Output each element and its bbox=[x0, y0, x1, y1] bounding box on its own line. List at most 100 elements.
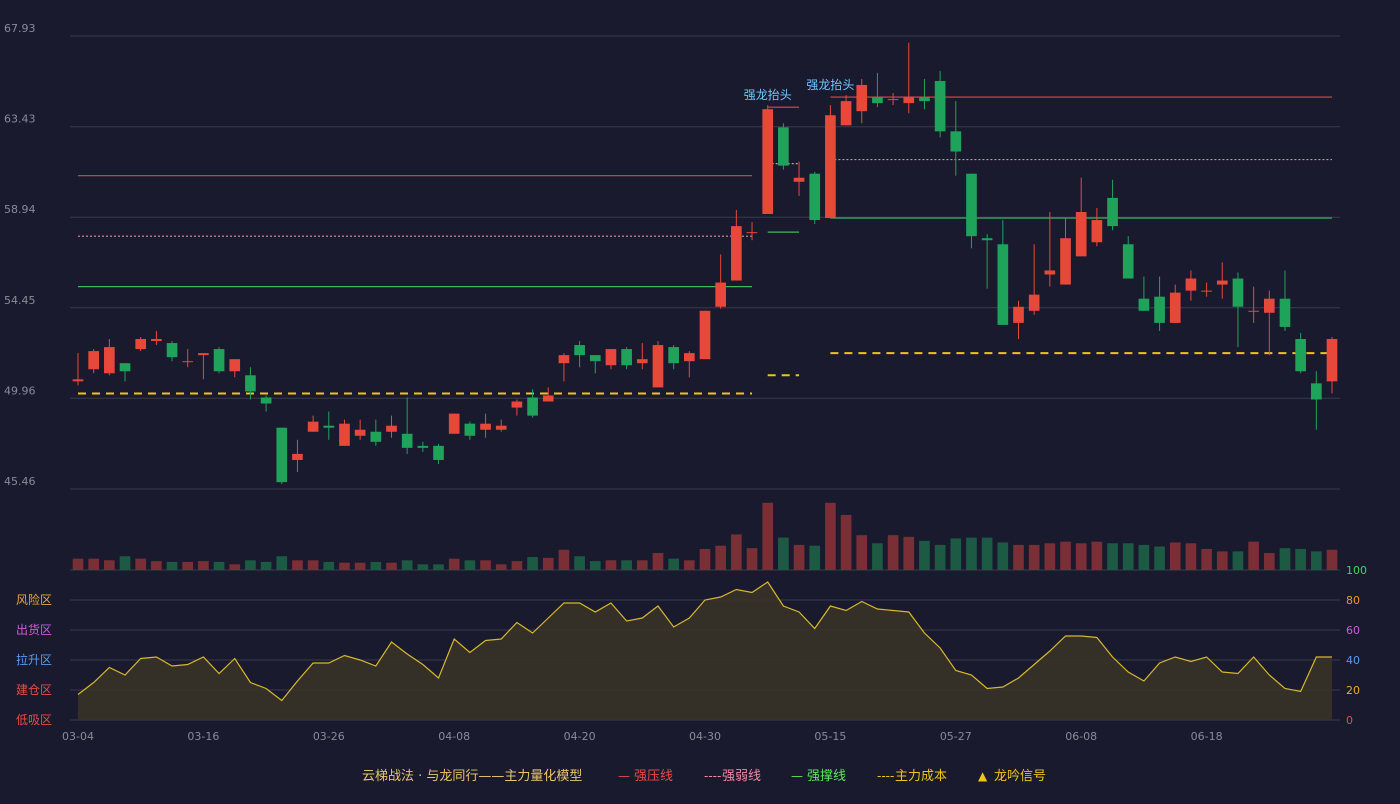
candle bbox=[276, 427, 288, 485]
oscillator-tick-label: 80 bbox=[1346, 594, 1360, 607]
volume-bar bbox=[511, 561, 523, 570]
candle bbox=[354, 419, 366, 440]
candle-body bbox=[495, 425, 507, 430]
volume-bar bbox=[401, 560, 413, 570]
candle bbox=[950, 101, 962, 176]
candle-body bbox=[636, 359, 648, 364]
candle-body bbox=[919, 97, 930, 102]
legend-symbol: ▲ bbox=[978, 769, 988, 783]
candle bbox=[370, 419, 382, 446]
candle bbox=[919, 78, 930, 110]
candle-body bbox=[276, 427, 288, 483]
candle-body bbox=[1107, 197, 1118, 227]
candle bbox=[1028, 244, 1040, 315]
volume-bar bbox=[1310, 551, 1322, 570]
candle-body bbox=[715, 282, 727, 307]
volume-bar bbox=[480, 560, 491, 570]
candle bbox=[448, 413, 460, 434]
volume-bar bbox=[934, 544, 946, 570]
candle-body bbox=[542, 395, 554, 402]
volume-bar bbox=[260, 561, 272, 570]
candle-body bbox=[229, 359, 241, 372]
candle bbox=[401, 397, 413, 454]
volume-bar bbox=[1107, 543, 1118, 570]
candle bbox=[433, 443, 444, 465]
volume-bar bbox=[542, 557, 554, 570]
candle bbox=[1295, 332, 1306, 374]
volume-bar bbox=[104, 560, 115, 570]
candle-body bbox=[307, 421, 319, 432]
volume-bar bbox=[793, 544, 805, 570]
candle-body bbox=[1263, 298, 1275, 313]
candle-body bbox=[1138, 298, 1150, 311]
volume-bar bbox=[903, 536, 915, 570]
volume-bar bbox=[495, 564, 507, 570]
price-tick-label: 58.94 bbox=[4, 203, 36, 216]
legend-item-label: 强压线 bbox=[634, 769, 673, 784]
candle bbox=[1201, 282, 1212, 297]
legend-symbol: ---- bbox=[877, 769, 894, 783]
volume-bar bbox=[872, 543, 883, 570]
candle-body bbox=[1248, 310, 1259, 312]
oscillator-tick-label: 100 bbox=[1346, 564, 1367, 577]
volume-bar bbox=[1263, 552, 1275, 570]
oscillator-area bbox=[78, 582, 1332, 720]
candle bbox=[809, 171, 821, 225]
candle-body bbox=[1028, 294, 1040, 311]
volume-bar bbox=[1075, 543, 1087, 570]
date-tick-label: 05-15 bbox=[814, 730, 846, 743]
volume-bar bbox=[166, 561, 178, 570]
candle bbox=[840, 95, 852, 126]
candle-body bbox=[88, 351, 100, 370]
candle-body bbox=[182, 361, 194, 363]
volume-bar bbox=[198, 561, 209, 570]
candle-body bbox=[370, 431, 382, 442]
candle bbox=[1013, 300, 1024, 340]
candle-body bbox=[1044, 270, 1056, 275]
candle-body bbox=[433, 445, 444, 460]
volume-bar bbox=[307, 560, 319, 570]
candle-body bbox=[1185, 278, 1197, 291]
candle-body bbox=[1075, 211, 1087, 257]
candle bbox=[1122, 236, 1134, 279]
volume-bar bbox=[88, 558, 100, 570]
price-tick-label: 63.43 bbox=[4, 113, 36, 126]
volume-bar bbox=[966, 537, 977, 570]
volume-bar bbox=[1091, 541, 1103, 570]
candle-body bbox=[166, 343, 178, 358]
volume-bar bbox=[386, 562, 397, 570]
oscillator-tick-label: 20 bbox=[1346, 684, 1360, 697]
candle-body bbox=[1060, 238, 1071, 285]
candle bbox=[72, 353, 84, 386]
date-tick-label: 04-20 bbox=[564, 730, 596, 743]
volume-bar bbox=[1169, 542, 1181, 570]
candle-body bbox=[699, 310, 711, 360]
volume-bar bbox=[464, 560, 476, 570]
candle bbox=[981, 234, 993, 289]
level-lines bbox=[78, 96, 1332, 395]
candle-body bbox=[323, 425, 335, 428]
zone-label: 风险区 bbox=[16, 592, 52, 607]
candle-body bbox=[527, 397, 538, 416]
candle bbox=[589, 355, 601, 374]
volume-bar bbox=[1013, 544, 1024, 570]
candle bbox=[198, 353, 209, 380]
volume-bar bbox=[1028, 544, 1040, 570]
candle bbox=[1060, 218, 1071, 285]
candle-body bbox=[1326, 339, 1338, 382]
candle-body bbox=[872, 97, 883, 104]
candle bbox=[621, 347, 632, 370]
volume-bar bbox=[558, 549, 570, 570]
candle-body bbox=[1295, 339, 1306, 372]
candle bbox=[511, 399, 523, 416]
candle-body bbox=[950, 131, 962, 152]
volume-bar bbox=[323, 561, 335, 570]
candle bbox=[1169, 284, 1181, 323]
legend-item-label: 强弱线 bbox=[722, 769, 761, 784]
date-tick-label: 06-18 bbox=[1191, 730, 1223, 743]
volume-bar bbox=[1044, 543, 1056, 570]
volume-bar bbox=[1138, 544, 1150, 570]
candle-body bbox=[260, 397, 272, 404]
candle bbox=[480, 413, 491, 438]
